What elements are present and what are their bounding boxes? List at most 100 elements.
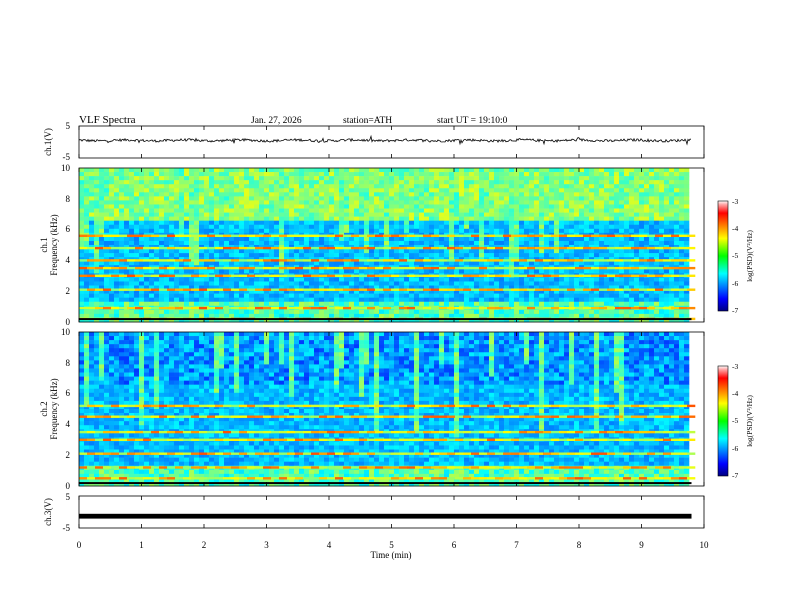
spectrogram-cell	[669, 285, 675, 290]
spectrogram-cell	[669, 188, 675, 193]
spectrogram-cell	[204, 289, 210, 294]
spectrogram-cell	[484, 228, 490, 234]
spectrogram-cell	[294, 289, 300, 294]
spectrogram-cell	[174, 285, 180, 290]
spectrogram-cell	[584, 200, 590, 205]
spectrogram-cell	[629, 224, 635, 230]
spectrogram-cell	[269, 200, 275, 205]
spectrogram-cell	[644, 180, 650, 185]
spectrogram-cell	[174, 192, 180, 197]
spectrogram-cell	[649, 184, 655, 189]
spectrogram-cell	[194, 228, 200, 234]
spectrogram-cell	[674, 204, 680, 209]
spectrogram-cell	[624, 220, 630, 226]
spectrogram-cell	[94, 317, 100, 323]
spectrogram-cell	[139, 253, 145, 258]
spectrogram-cell	[539, 240, 545, 246]
spectrogram-cell	[414, 216, 420, 221]
spectrogram-band-segment	[127, 288, 136, 291]
spectrogram-cell	[629, 317, 635, 323]
spectrogram-cell	[289, 204, 295, 209]
spectrogram-cell	[399, 184, 405, 189]
spectrogram-cell	[239, 200, 245, 205]
spectrogram-cell	[119, 216, 125, 221]
spectrogram-cell	[504, 196, 510, 201]
spectrogram-cell	[194, 313, 200, 319]
spectrogram-cell	[544, 172, 550, 177]
spectrogram-cell	[649, 253, 655, 258]
spectrogram-cell	[599, 313, 605, 319]
spectrogram-cell	[169, 281, 175, 286]
spectrogram-cell	[249, 281, 255, 286]
spectrogram-cell	[339, 184, 345, 189]
spectrogram-cell	[544, 297, 550, 303]
spectrogram-cell	[654, 301, 660, 307]
spectrogram-cell	[609, 297, 615, 303]
spectrogram-cell	[179, 240, 185, 246]
spectrogram-cell	[309, 297, 315, 303]
spectrogram-cell	[654, 216, 660, 221]
spectrogram-cell	[484, 196, 490, 201]
spectrogram-cell	[184, 196, 190, 201]
spectrogram-cell	[444, 309, 450, 315]
spectrogram-cell	[674, 168, 680, 173]
spectrogram-cell	[229, 212, 235, 217]
spectrogram-cell	[259, 285, 265, 290]
spectrogram-cell	[444, 196, 450, 201]
spectrogram-cell	[89, 277, 95, 282]
spectrogram-cell	[344, 313, 350, 319]
spectrogram-cell	[634, 269, 640, 274]
spectrogram-cell	[589, 172, 595, 177]
spectrogram-cell	[539, 204, 545, 209]
spectrogram-cell	[149, 220, 155, 226]
spectrogram-cell	[274, 301, 280, 307]
spectrogram-cell	[494, 309, 500, 315]
spectrogram-cell	[204, 188, 210, 193]
spectrogram-cell	[479, 313, 485, 319]
spectrogram-cell	[544, 261, 550, 266]
spectrogram-cell	[679, 249, 685, 254]
spectrogram-cell	[649, 293, 655, 298]
spectrogram-cell	[429, 249, 435, 254]
spectrogram-cell	[109, 204, 115, 209]
spectrogram-cell	[94, 309, 100, 315]
spectrogram-cell	[324, 269, 330, 274]
spectrogram-cell	[179, 301, 185, 307]
spectrogram-cell	[529, 208, 535, 213]
spectrogram-cell	[179, 285, 185, 290]
spectrogram-cell	[164, 168, 170, 173]
spectrogram-cell	[469, 204, 475, 209]
spectrogram-cell	[594, 168, 600, 173]
spectrogram-cell	[309, 309, 315, 315]
spectrogram-cell	[524, 236, 530, 242]
spectrogram-band-segment	[543, 274, 552, 277]
spectrogram-cell	[379, 196, 385, 201]
spectrogram-cell	[254, 168, 260, 173]
spectrogram-cell	[314, 212, 320, 217]
spectrogram-cell	[189, 293, 195, 298]
spectrogram-cell	[409, 236, 415, 242]
spectrogram-cell	[609, 192, 615, 197]
spectrogram-cell	[294, 261, 300, 266]
spectrogram-band-segment	[567, 274, 576, 277]
spectrogram-band-segment	[559, 306, 568, 310]
spectrogram-cell	[244, 261, 250, 266]
spectrogram-cell	[544, 204, 550, 209]
spectrogram-cell	[579, 216, 585, 221]
spectrogram-cell	[429, 297, 435, 303]
spectrogram-cell	[539, 309, 545, 315]
spectrogram-cell	[414, 224, 420, 230]
spectrogram-cell	[569, 309, 575, 315]
spectrogram-cell	[309, 208, 315, 213]
spectrogram-cell	[539, 188, 545, 193]
spectrogram-band-segment	[447, 288, 456, 291]
spectrogram-cell	[464, 188, 470, 193]
spectrogram-cell	[644, 204, 650, 209]
spectrogram-cell	[129, 212, 135, 217]
spectrogram-cell	[329, 184, 335, 189]
spectrogram-cell	[609, 261, 615, 266]
spectrogram-cell	[294, 285, 300, 290]
spectrogram-cell	[429, 184, 435, 189]
spectrogram-cell	[94, 224, 100, 230]
spectrogram-cell	[324, 240, 330, 246]
